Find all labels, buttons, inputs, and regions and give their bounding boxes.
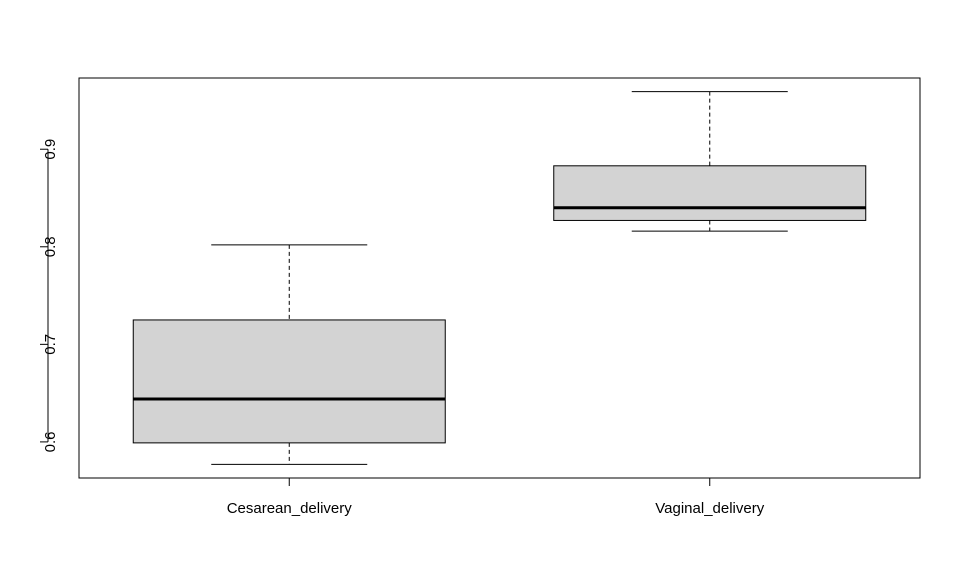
x-axis: Cesarean_delivery Vaginal_delivery — [227, 478, 765, 517]
x-tick-label: Cesarean_delivery — [227, 500, 353, 517]
y-tick-label: 0.8 — [42, 236, 59, 257]
y-tick-label: 0.9 — [42, 139, 59, 160]
y-tick-label: 0.6 — [42, 431, 59, 452]
x-tick-label: Vaginal_delivery — [655, 500, 764, 517]
box-series — [132, 91, 867, 465]
plot-frame — [78, 77, 921, 479]
box-iqr — [553, 165, 867, 221]
box-group — [553, 91, 867, 232]
y-axis: 0.6 0.7 0.8 0.9 — [40, 139, 59, 452]
box-group — [132, 244, 446, 465]
box-iqr — [132, 319, 446, 444]
y-tick-label: 0.7 — [42, 334, 59, 355]
